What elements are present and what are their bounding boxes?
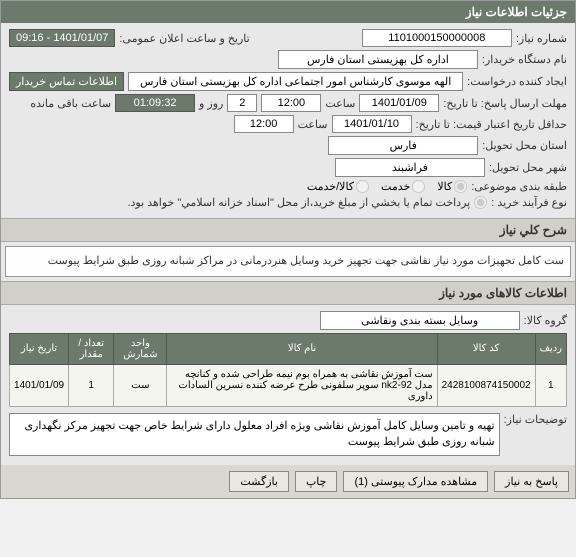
process-radio xyxy=(474,196,487,209)
buyer-label: نام دستگاه خریدار: xyxy=(482,53,567,66)
validity-date: 1401/01/10 xyxy=(332,115,412,133)
table-row: 1 2428100874150002 ست آموزش نقاشی به همر… xyxy=(10,364,567,406)
cell-name: ست آموزش نقاشی به همراه بوم نیمه طراحی ش… xyxy=(167,364,437,406)
button-row: پاسخ به نیاز مشاهده مدارک پیوستی (1) چاپ… xyxy=(1,465,575,498)
process-text: پرداخت تمام يا بخشي از مبلغ خريد،از محل … xyxy=(127,196,470,209)
need-number-field: 1101000150000008 xyxy=(362,29,512,47)
remaining-time: 01:09:32 xyxy=(115,94,195,112)
reply-button[interactable]: پاسخ به نیاز xyxy=(494,471,569,492)
radio-service[interactable]: خدمت xyxy=(381,180,425,193)
form-area: شماره نیاز: 1101000150000008 تاریخ و ساع… xyxy=(1,23,575,218)
notes-label: توضیحات نیاز: xyxy=(504,413,567,426)
need-number-label: شماره نیاز: xyxy=(516,32,567,45)
announce-value: 1401/01/07 - 09:16 xyxy=(9,29,115,47)
group-field: وسایل بسته بندی ونقاشی xyxy=(320,311,520,330)
contact-button[interactable]: اطلاعات تماس خریدار xyxy=(9,72,124,91)
validity-label: حداقل تاریخ اعتبار قیمت: تا تاریخ: xyxy=(416,118,567,131)
group-label: گروه کالا: xyxy=(524,314,567,327)
validity-time-label: ساعت xyxy=(298,118,328,131)
th-idx: ردیف xyxy=(535,333,566,364)
cell-qty: 1 xyxy=(69,364,114,406)
radio-both[interactable]: کالا/خدمت xyxy=(307,180,369,193)
th-date: تاریخ نیاز xyxy=(10,333,69,364)
desc-section-title: شرح کلي نياز xyxy=(1,218,575,242)
validity-time: 12:00 xyxy=(234,115,294,133)
days-label: روز و xyxy=(199,97,223,110)
radio-service-label: خدمت xyxy=(381,180,410,193)
requester-label: ایجاد کننده درخواست: xyxy=(467,75,567,88)
desc-box: ست کامل تجهیزات مورد نیاز نقاشی جهت تجهی… xyxy=(5,246,571,277)
process-label: نوع فرآیند خرید : xyxy=(491,196,567,209)
print-button[interactable]: چاپ xyxy=(295,471,338,492)
notes-field: تهیه و تامین وسایل کامل آموزش نقاشی ویژه… xyxy=(9,413,500,456)
category-label: طبقه بندی موضوعی: xyxy=(471,180,567,193)
deadline-label: مهلت ارسال پاسخ: تا تاریخ: xyxy=(443,97,567,110)
deadline-time: 12:00 xyxy=(261,94,321,112)
panel-header: جزئیات اطلاعات نیاز xyxy=(1,1,575,23)
city-field: فراشبند xyxy=(335,158,485,177)
radio-goods[interactable]: کالا xyxy=(437,180,467,193)
announce-label: تاریخ و ساعت اعلان عمومی: xyxy=(119,32,249,45)
cell-unit: ست xyxy=(114,364,167,406)
th-name: نام کالا xyxy=(167,333,437,364)
buyer-field: اداره کل بهزیستی استان فارس xyxy=(278,50,478,69)
radio-goods-label: کالا xyxy=(437,180,452,193)
deadline-date: 1401/01/09 xyxy=(359,94,439,112)
days-field: 2 xyxy=(227,94,257,112)
th-qty: تعداد / مقدار xyxy=(69,333,114,364)
province-field: فارس xyxy=(328,136,478,155)
items-table: ردیف کد کالا نام کالا واحد شمارش تعداد /… xyxy=(9,333,567,407)
remaining-label: ساعت باقی مانده xyxy=(30,97,111,110)
items-section-title: اطلاعات کالاهای مورد نیاز xyxy=(1,281,575,305)
th-unit: واحد شمارش xyxy=(114,333,167,364)
back-button[interactable]: بازگشت xyxy=(229,471,289,492)
attachments-button[interactable]: مشاهده مدارک پیوستی (1) xyxy=(343,471,488,492)
province-label: استان محل تحویل: xyxy=(482,139,567,152)
cell-idx: 1 xyxy=(535,364,566,406)
th-code: کد کالا xyxy=(437,333,535,364)
requester-field: الهه موسوی کارشناس امور اجتماعی اداره کل… xyxy=(128,72,463,91)
city-label: شهر محل تحویل: xyxy=(489,161,567,174)
cell-date: 1401/01/09 xyxy=(10,364,69,406)
cell-code: 2428100874150002 xyxy=(437,364,535,406)
deadline-time-label: ساعت xyxy=(325,97,355,110)
radio-both-label: کالا/خدمت xyxy=(307,180,354,193)
category-radio-group: کالا خدمت کالا/خدمت xyxy=(307,180,467,193)
